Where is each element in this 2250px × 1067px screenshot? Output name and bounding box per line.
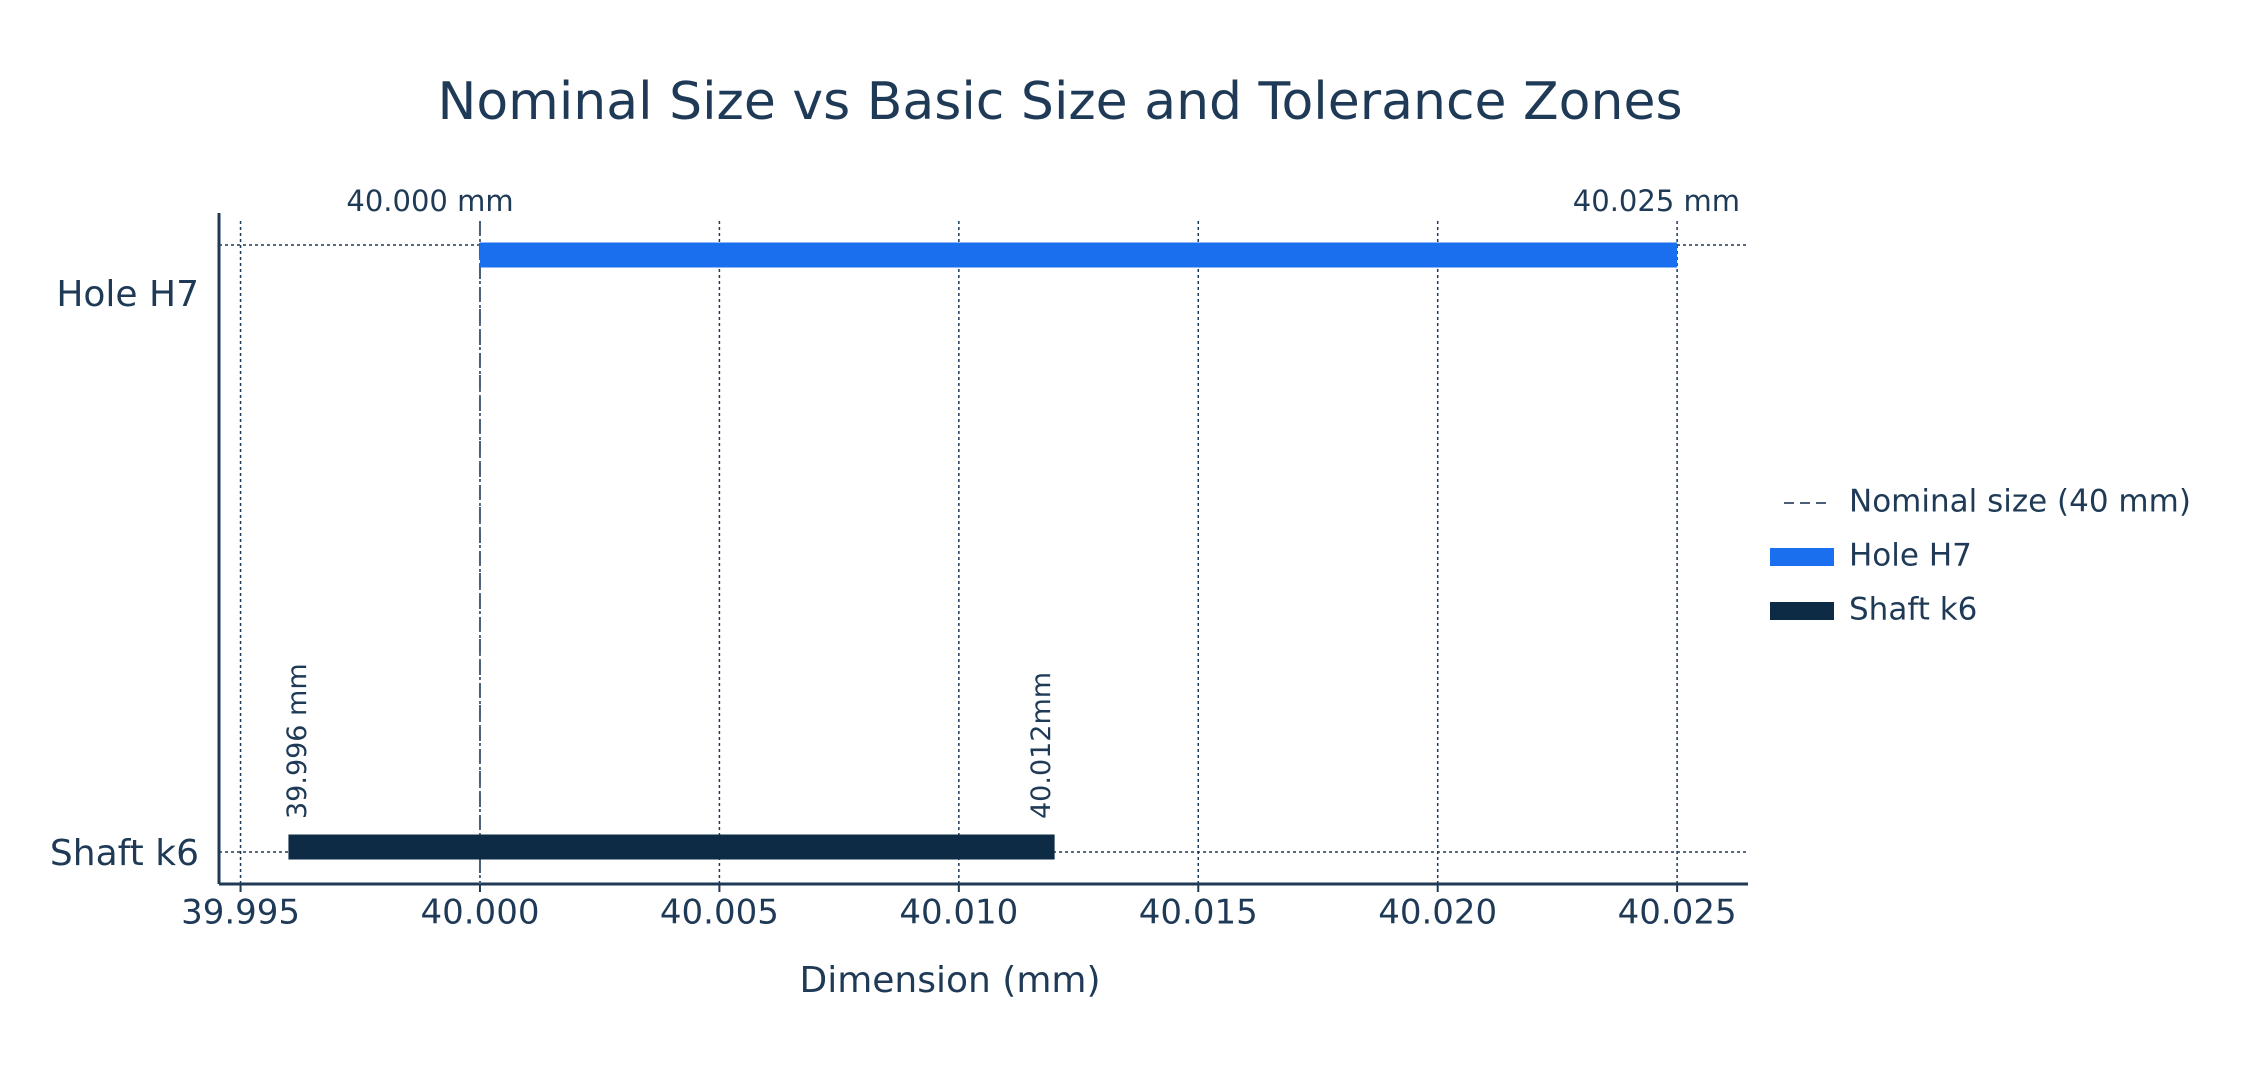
legend-label: Hole H7	[1849, 538, 1972, 574]
range-bar	[479, 242, 1678, 268]
range-bar	[288, 834, 1055, 860]
value-label: 40.025 mm	[1573, 184, 1740, 218]
x-tick-label: 40.025	[1618, 893, 1737, 933]
value-label: 39.996 mm	[282, 663, 313, 819]
x-tick-label: 39.995	[181, 893, 300, 933]
legend-swatch	[1770, 602, 1834, 620]
y-tick-label: Hole H7	[56, 274, 199, 315]
y-tick-label: Shaft k6	[50, 833, 199, 874]
legend-label: Nominal size (40 mm)	[1849, 484, 2191, 520]
x-axis-label: Dimension (mm)	[799, 960, 1100, 1001]
legend-label: Shaft k6	[1849, 592, 1977, 628]
chart-title: Nominal Size vs Basic Size and Tolerance…	[437, 72, 1682, 132]
value-label: 40.000 mm	[346, 184, 513, 218]
x-tick-label: 40.000	[420, 893, 539, 933]
x-tick-label: 40.010	[899, 893, 1018, 933]
legend-swatch	[1770, 548, 1834, 566]
x-tick-label: 40.020	[1378, 893, 1497, 933]
x-tick-label: 40.015	[1139, 893, 1258, 933]
value-label: 40.012mm	[1026, 672, 1057, 819]
x-tick-label: 40.005	[660, 893, 779, 933]
